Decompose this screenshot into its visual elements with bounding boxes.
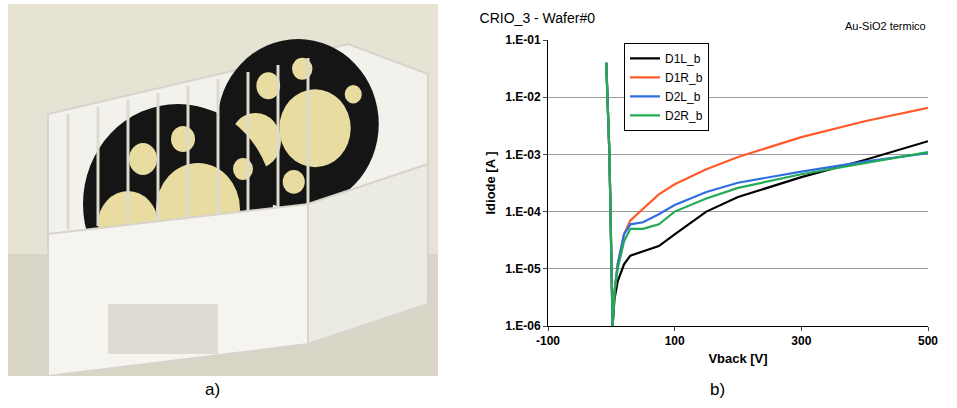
- svg-text:Idiode [A ]: Idiode [A ]: [483, 151, 498, 214]
- svg-text:1.E-05: 1.E-05: [505, 262, 541, 276]
- svg-text:1.E-06: 1.E-06: [505, 319, 541, 333]
- svg-text:Au-SiO2 termico: Au-SiO2 termico: [845, 20, 926, 32]
- svg-text:1.E-03: 1.E-03: [505, 148, 541, 162]
- svg-text:1.E-04: 1.E-04: [505, 205, 541, 219]
- html-text:a): a): [205, 380, 221, 399]
- svg-text:D1L_b: D1L_b: [665, 52, 701, 66]
- svg-text:500: 500: [918, 334, 938, 348]
- svg-text:100: 100: [665, 334, 685, 348]
- svg-text:1.E-02: 1.E-02: [505, 90, 541, 104]
- svg-text:1.E-01: 1.E-01: [505, 33, 541, 47]
- svg-text:-100: -100: [536, 334, 560, 348]
- svg-text:CRIO_3 - Wafer#0: CRIO_3 - Wafer#0: [480, 10, 596, 26]
- svg-text:D2L_b: D2L_b: [665, 90, 701, 104]
- svg-text:D1R_b: D1R_b: [665, 71, 703, 85]
- svg-text:D2R_b: D2R_b: [665, 109, 703, 123]
- svg-text:300: 300: [791, 334, 811, 348]
- html-text:b): b): [710, 380, 726, 399]
- svg-text:Vback [V]: Vback [V]: [708, 351, 767, 366]
